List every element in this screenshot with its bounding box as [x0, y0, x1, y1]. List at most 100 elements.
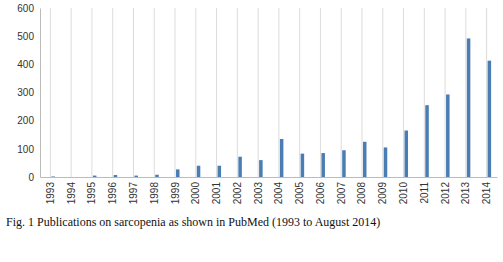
x-tick: 1997 [128, 177, 139, 204]
x-tick-label: 2013 [460, 182, 471, 205]
x-tick: 2008 [356, 177, 367, 204]
y-axis-line [40, 9, 41, 178]
x-tick: 2007 [336, 177, 347, 204]
grid-line [71, 8, 72, 177]
x-tick-label: 2003 [253, 182, 264, 205]
y-tick: 400 [17, 59, 40, 70]
x-tick: 2014 [481, 177, 492, 204]
y-tick: 0 [28, 172, 40, 183]
x-tick-label: 2004 [273, 182, 284, 205]
x-tick-label: 1994 [66, 182, 77, 205]
grid-line [341, 8, 342, 177]
plot-area: 0100200300400500600199319941995199619971… [17, 3, 497, 205]
bar [425, 105, 429, 177]
x-tick-label: 2009 [377, 182, 388, 205]
x-tick-label: 2001 [211, 182, 222, 205]
grid [50, 8, 486, 177]
bar [238, 157, 242, 177]
y-tick-label: 400 [17, 59, 34, 70]
x-tick-label: 1993 [45, 182, 56, 205]
x-tick: 1999 [170, 177, 181, 204]
grid-line [320, 8, 321, 177]
x-tick: 2001 [211, 177, 222, 204]
x-tick: 2000 [190, 177, 201, 204]
y-axis: 0 100 200 300 400 500 600 [17, 3, 40, 183]
grid-line [175, 8, 176, 177]
x-tick: 2004 [273, 177, 284, 204]
bar [363, 142, 367, 177]
x-tick: 1994 [66, 177, 77, 204]
grid-line [195, 8, 196, 177]
grid-line [216, 8, 217, 177]
caption-line: Fig. 1 Publications on sarcopenia as sho… [6, 215, 380, 229]
grid-line [154, 8, 155, 177]
x-tick-label: 2010 [398, 182, 409, 205]
bar [197, 166, 201, 177]
x-tick-label: 1999 [170, 182, 181, 205]
x-tick: 2002 [232, 177, 243, 204]
grid-line [445, 8, 446, 177]
bar [155, 175, 159, 177]
bar [384, 147, 388, 177]
grid-line [299, 8, 300, 177]
x-tick: 2011 [419, 177, 430, 204]
y-tick-label: 600 [17, 3, 34, 14]
grid-line [278, 8, 279, 177]
bars [51, 38, 491, 177]
y-tick: 200 [17, 115, 40, 126]
bar [280, 139, 284, 177]
bar [72, 177, 76, 178]
y-tick-label: 500 [17, 31, 34, 42]
y-tick: 500 [17, 31, 40, 42]
grid-line [258, 8, 259, 177]
x-axis-line [41, 177, 498, 178]
grid-line [486, 8, 487, 177]
bar [321, 153, 325, 177]
x-tick: 2006 [315, 177, 326, 204]
x-tick-label: 2014 [481, 182, 492, 205]
grid-line [50, 8, 51, 177]
grid-line [403, 8, 404, 177]
y-tick: 300 [17, 87, 40, 98]
x-tick-label: 2002 [232, 182, 243, 205]
x-tick: 1995 [86, 177, 97, 204]
grid-line [361, 8, 362, 177]
grid-line [424, 8, 425, 177]
bar [93, 176, 97, 177]
bar [488, 61, 492, 177]
bar [467, 38, 471, 177]
x-tick: 2010 [398, 177, 409, 204]
bar [342, 150, 346, 177]
grid-line [133, 8, 134, 177]
bar [259, 160, 263, 177]
bar [176, 169, 180, 177]
bar [405, 131, 409, 177]
x-tick-label: 2008 [356, 182, 367, 205]
grid-line [382, 8, 383, 177]
x-axis: 1993 1994 1995 1996 1997 1998 1999 2000 2001 2002… [41, 177, 498, 204]
x-tick-label: 1996 [107, 182, 118, 205]
y-tick-label: 200 [17, 115, 34, 126]
y-tick: 600 [17, 3, 40, 14]
x-tick: 2013 [460, 177, 471, 204]
y-tick-label: 0 [28, 172, 34, 183]
chart-svg: 0100200300400500600199319941995199619971… [0, 0, 503, 262]
y-tick-label: 300 [17, 87, 34, 98]
bar [218, 166, 222, 177]
x-tick: 1993 [45, 177, 56, 204]
x-tick: 2012 [440, 177, 451, 204]
x-tick: 1998 [149, 177, 160, 204]
x-tick-label: 2000 [190, 182, 201, 205]
x-tick: 1996 [107, 177, 118, 204]
x-tick-label: 2011 [419, 182, 430, 204]
x-tick: 2003 [253, 177, 264, 204]
x-tick-label: 1997 [128, 182, 139, 205]
caption: Fig. 1 Publications on sarcopenia as sho… [6, 215, 380, 229]
y-tick-label: 100 [17, 144, 34, 155]
x-tick-label: 1995 [86, 182, 97, 205]
grid-line [465, 8, 466, 177]
x-tick-label: 2006 [315, 182, 326, 205]
bar [114, 175, 118, 177]
y-tick: 100 [17, 144, 40, 155]
bar [446, 94, 450, 177]
